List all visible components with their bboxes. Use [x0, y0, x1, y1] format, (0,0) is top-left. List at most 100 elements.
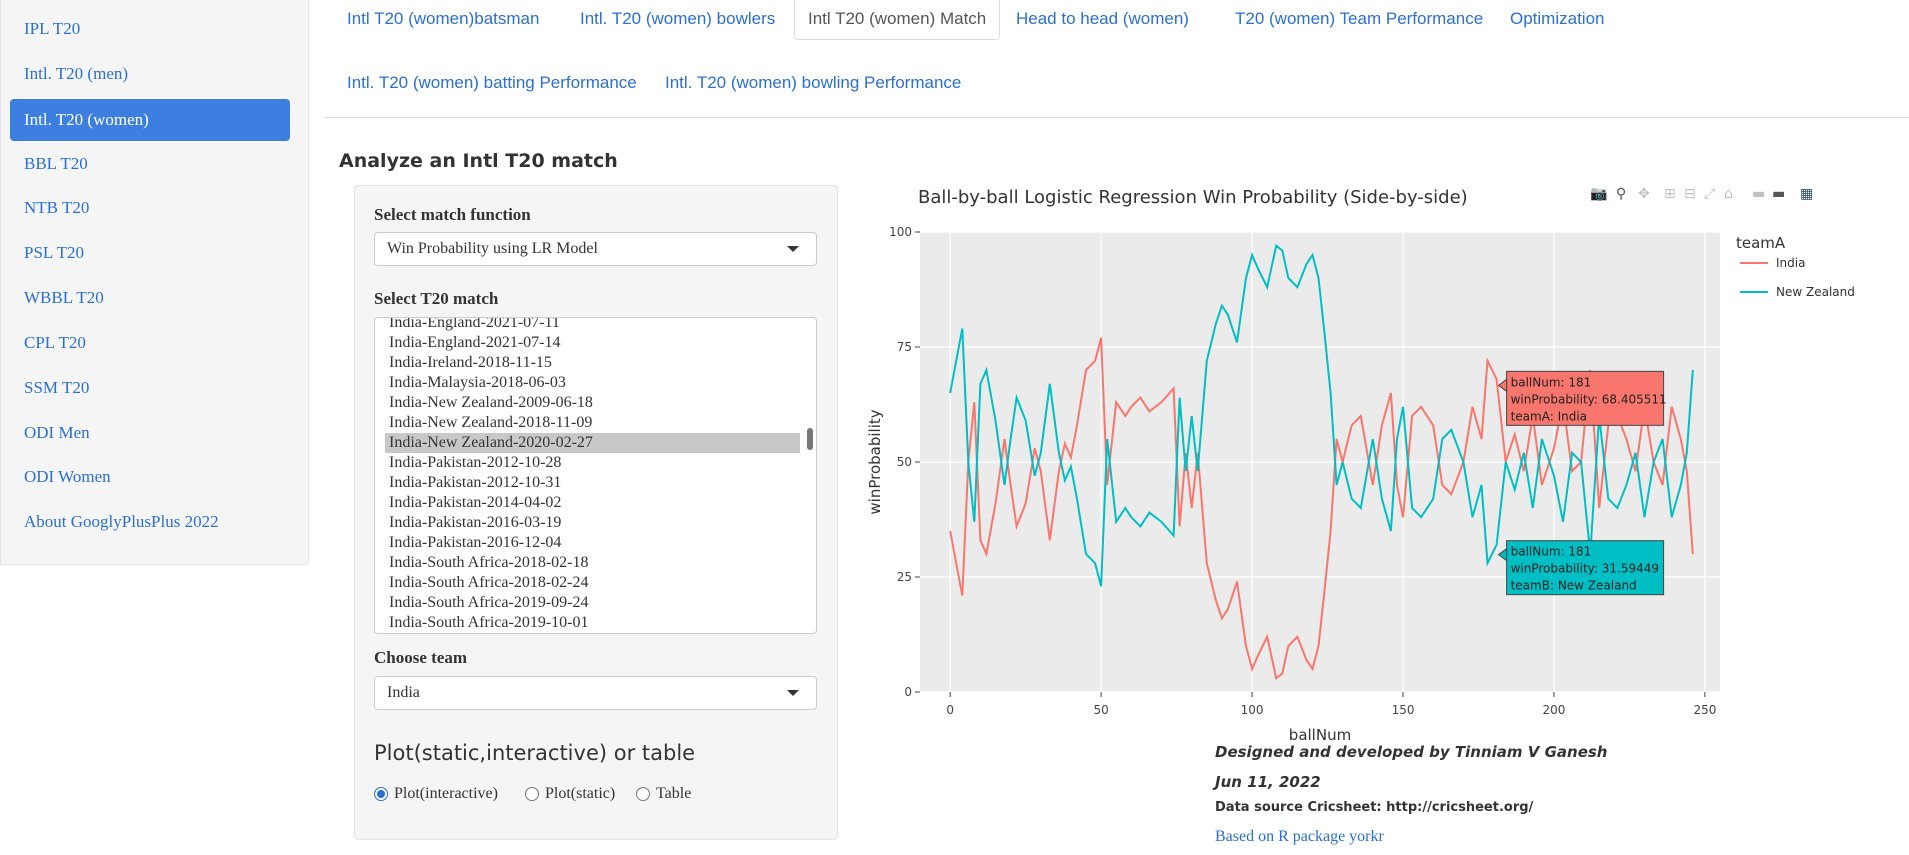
zoom-in-icon[interactable]: ⊞	[1664, 186, 1676, 202]
control-panel: Select match function Win Probability us…	[354, 185, 838, 840]
tooltip-text: ballNum: 181	[1511, 545, 1592, 559]
tab-batting-performance[interactable]: Intl. T20 (women) batting Performance	[347, 73, 637, 92]
data-source: Data source Cricsheet: http://cricsheet.…	[1215, 800, 1534, 815]
pan-icon[interactable]: ✥	[1638, 186, 1650, 202]
list-item[interactable]: India-England-2021-07-11	[389, 317, 560, 331]
listbox-scrollbar[interactable]	[807, 428, 813, 450]
hover-closest-icon[interactable]: ▬	[1772, 186, 1786, 202]
tab-head-to-head-women[interactable]: Head to head (women)	[1016, 9, 1189, 28]
legend-item-new-zealand[interactable]: New Zealand	[1740, 284, 1855, 300]
chevron-down-icon	[787, 246, 799, 252]
tooltip-text: teamB: New Zealand	[1511, 579, 1637, 593]
tab-bar: Intl T20 (women)batsman Intl. T20 (women…	[324, 0, 1909, 118]
list-item[interactable]: India-England-2021-07-14	[389, 334, 561, 351]
radio-label: Plot(interactive)	[394, 785, 498, 802]
zoom-icon[interactable]: ⚲	[1616, 186, 1627, 202]
sidebar-item-ssm-t20[interactable]: SSM T20	[24, 378, 90, 397]
legend-label: New Zealand	[1776, 285, 1855, 299]
chevron-down-icon	[787, 690, 799, 696]
sidebar-item-ntb-t20[interactable]: NTB T20	[24, 198, 90, 217]
win-probability-chart[interactable]: 0 25 50 75 100 0 50 100 150 200 250 ballNum winProba…	[860, 220, 1730, 740]
y-tick-label: 100	[889, 225, 912, 239]
list-item[interactable]: India-Pakistan-2012-10-31	[389, 474, 562, 491]
tooltip-text: winProbability: 31.59449	[1511, 562, 1659, 576]
match-function-value: Win Probability using LR Model	[387, 240, 598, 257]
designer-credit: Designed and developed by Tinniam V Gane…	[1215, 743, 1608, 761]
chart-title: Ball-by-ball Logistic Regression Win Pro…	[918, 187, 1468, 208]
list-item[interactable]: India-New Zealand-2018-11-09	[389, 414, 593, 431]
list-item[interactable]: India-Pakistan-2016-03-19	[389, 514, 562, 531]
zoom-out-icon[interactable]: ⊟	[1684, 186, 1696, 202]
match-function-select[interactable]: Win Probability using LR Model	[374, 232, 817, 266]
match-select-label: Select T20 match	[374, 289, 499, 308]
spike-lines-icon[interactable]: ▬	[1752, 186, 1766, 202]
tab-optimization[interactable]: Optimization	[1510, 9, 1605, 28]
sidebar-item-ipl-t20[interactable]: IPL T20	[24, 19, 81, 38]
sidebar-item-bbl-t20[interactable]: BBL T20	[24, 154, 88, 173]
list-item[interactable]: India-South Africa-2018-02-24	[389, 574, 589, 591]
radio-label: Plot(static)	[545, 785, 616, 802]
yorkr-link[interactable]: Based on R package yorkr	[1215, 828, 1384, 845]
tooltip-text: teamA: India	[1511, 409, 1587, 423]
legend-label: India	[1776, 256, 1806, 270]
tooltip-text: ballNum: 181	[1511, 375, 1592, 389]
list-item[interactable]: India-Pakistan-2016-12-04	[389, 534, 562, 551]
sidebar-item-intl-t20-women[interactable]: Intl. T20 (women)	[10, 99, 290, 141]
list-item[interactable]: India-Malaysia-2018-06-03	[389, 374, 566, 391]
tab-bowling-performance[interactable]: Intl. T20 (women) bowling Performance	[665, 73, 962, 92]
list-item[interactable]: India-Pakistan-2012-10-28	[389, 454, 562, 471]
tooltip-pointer	[1497, 378, 1508, 393]
y-tick-label: 0	[904, 685, 912, 699]
autoscale-icon[interactable]: ⤢	[1704, 186, 1716, 202]
tab-intl-t20-women-bowlers[interactable]: Intl. T20 (women) bowlers	[580, 9, 776, 28]
tab-team-performance[interactable]: T20 (women) Team Performance	[1235, 9, 1484, 28]
radio-plot-interactive[interactable]: Plot(interactive)	[374, 784, 498, 804]
page-title: Analyze an Intl T20 match	[339, 150, 618, 172]
legend-swatch	[1740, 291, 1768, 293]
tab-intl-t20-women-batsman[interactable]: Intl T20 (women)batsman	[347, 9, 540, 28]
y-axis-label: winProbability	[866, 409, 884, 514]
radio-button[interactable]	[636, 787, 650, 801]
legend-item-india[interactable]: India	[1740, 255, 1805, 271]
camera-icon[interactable]: 📷	[1590, 186, 1608, 202]
x-tick-label: 100	[1241, 703, 1264, 717]
tooltip-pointer	[1497, 547, 1508, 562]
sidebar-item-psl-t20[interactable]: PSL T20	[24, 243, 84, 262]
sidebar-item-cpl-t20[interactable]: CPL T20	[24, 333, 86, 352]
team-select-label: Choose team	[374, 648, 468, 667]
tooltip-text: winProbability: 68.405511	[1511, 392, 1667, 406]
radio-plot-static[interactable]: Plot(static)	[525, 784, 615, 804]
sidebar-item-odi-women[interactable]: ODI Women	[24, 467, 111, 486]
sidebar-item-about[interactable]: About GooglyPlusPlus 2022	[24, 512, 219, 531]
x-tick-label: 0	[946, 703, 954, 717]
x-axis-label: ballNum	[1289, 726, 1351, 740]
x-tick-label: 50	[1093, 703, 1108, 717]
sidebar-item-wbbl-t20[interactable]: WBBL T20	[24, 288, 104, 307]
radio-table[interactable]: Table	[636, 784, 691, 804]
team-select[interactable]: India	[374, 676, 817, 710]
list-item[interactable]: India-Pakistan-2014-04-02	[389, 494, 562, 511]
sidebar-item-intl-t20-men[interactable]: Intl. T20 (men)	[24, 64, 129, 83]
legend-swatch	[1740, 262, 1768, 264]
list-item[interactable]: India-Ireland-2018-11-15	[389, 354, 552, 371]
match-function-label: Select match function	[374, 205, 531, 224]
match-listbox[interactable]: India-England-2021-07-11 India-England-2…	[374, 317, 817, 634]
list-item[interactable]: India-South Africa-2019-10-01	[389, 614, 589, 631]
sidebar-item-odi-men[interactable]: ODI Men	[24, 423, 90, 442]
tab-intl-t20-women-match[interactable]: Intl T20 (women) Match	[794, 0, 1001, 40]
list-item-selected[interactable]: India-New Zealand-2020-02-27	[385, 433, 800, 453]
x-tick-label: 150	[1392, 703, 1415, 717]
list-item[interactable]: India-New Zealand-2009-06-18	[389, 394, 593, 411]
team-select-value: India	[387, 684, 420, 701]
sidebar-nav: IPL T20 Intl. T20 (men) Intl. T20 (women…	[0, 0, 309, 565]
radio-button[interactable]	[525, 787, 539, 801]
radio-button-checked[interactable]	[374, 787, 388, 801]
list-item[interactable]: India-South Africa-2019-09-24	[389, 594, 589, 611]
reset-axes-icon[interactable]: ⌂	[1724, 186, 1733, 202]
list-item[interactable]: India-South Africa-2018-02-18	[389, 554, 589, 571]
x-tick-label: 250	[1693, 703, 1716, 717]
plotly-logo-icon[interactable]: ▦	[1800, 186, 1814, 202]
y-tick-label: 75	[897, 340, 912, 354]
series-line-new-zealand	[949, 244, 1694, 587]
radio-label: Table	[656, 785, 692, 802]
